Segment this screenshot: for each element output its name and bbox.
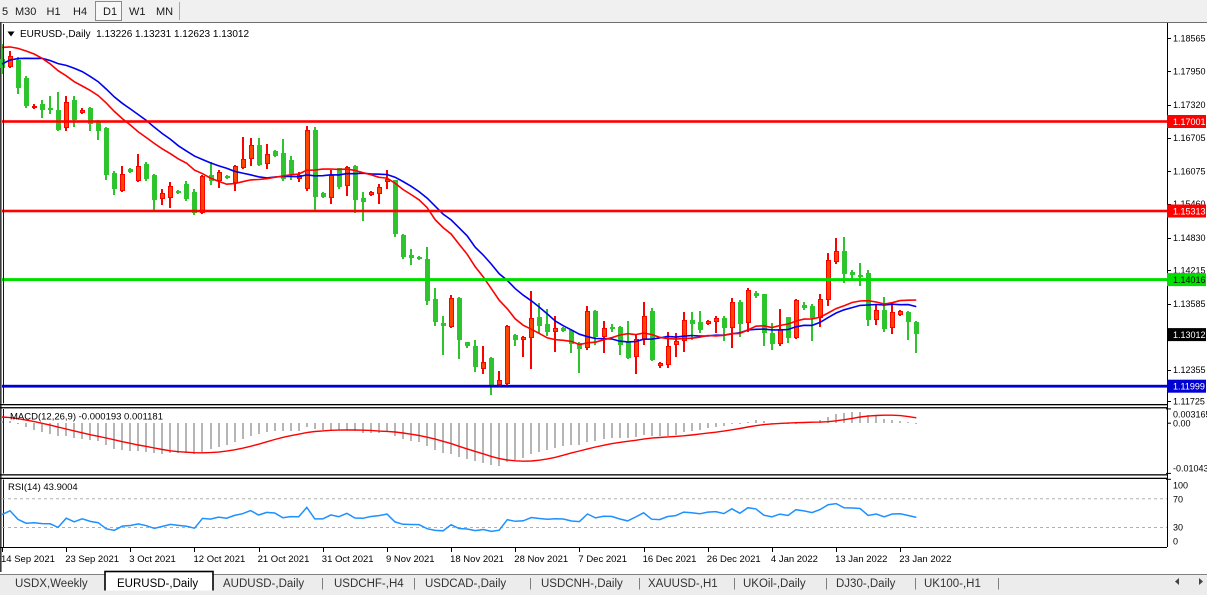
svg-text:1.14215: 1.14215 [1173, 266, 1206, 276]
svg-text:|: | [321, 578, 324, 590]
svg-text:1.11999: 1.11999 [1173, 382, 1205, 392]
svg-text:USDX,Weekly: USDX,Weekly [15, 578, 88, 590]
svg-text:5: 5 [2, 6, 8, 18]
svg-text:1.17320: 1.17320 [1173, 100, 1206, 110]
svg-text:-0.01043: -0.01043 [1173, 464, 1207, 474]
svg-text:13 Jan 2022: 13 Jan 2022 [835, 554, 887, 565]
svg-text:31 Oct 2021: 31 Oct 2021 [322, 554, 374, 565]
svg-text:12 Oct 2021: 12 Oct 2021 [194, 554, 246, 565]
svg-text:|: | [914, 578, 917, 590]
svg-text:|: | [733, 578, 736, 590]
svg-text:1.18565: 1.18565 [1173, 34, 1206, 44]
svg-text:3 Oct 2021: 3 Oct 2021 [129, 554, 175, 565]
svg-text:16 Dec 2021: 16 Dec 2021 [643, 554, 697, 565]
svg-text:1.17001: 1.17001 [1173, 117, 1206, 127]
svg-text:D1: D1 [103, 6, 117, 18]
svg-text:XAUUSD-,H1: XAUUSD-,H1 [648, 578, 718, 590]
svg-text:H4: H4 [73, 6, 87, 18]
svg-text:1.15313: 1.15313 [1173, 206, 1206, 216]
svg-text:1.14830: 1.14830 [1173, 233, 1206, 243]
svg-text:AUDUSD-,Daily: AUDUSD-,Daily [223, 578, 304, 590]
svg-text:DJ30-,Daily: DJ30-,Daily [836, 578, 896, 590]
svg-text:1.12355: 1.12355 [1173, 365, 1206, 375]
svg-text:0: 0 [1173, 537, 1178, 547]
svg-text:UK100-,H1: UK100-,H1 [924, 578, 981, 590]
svg-text:1.16075: 1.16075 [1173, 166, 1206, 176]
svg-text:EURUSD-,Daily: EURUSD-,Daily [117, 578, 198, 590]
svg-text:|: | [825, 578, 828, 590]
svg-text:26 Dec 2021: 26 Dec 2021 [707, 554, 761, 565]
svg-text:23 Jan 2022: 23 Jan 2022 [899, 554, 951, 565]
svg-text:M30: M30 [15, 6, 36, 18]
svg-text:|: | [413, 578, 416, 590]
svg-text:7 Dec 2021: 7 Dec 2021 [578, 554, 627, 565]
svg-text:1.11725: 1.11725 [1173, 397, 1205, 407]
svg-text:23 Sep 2021: 23 Sep 2021 [65, 554, 119, 565]
svg-text:14 Sep 2021: 14 Sep 2021 [1, 554, 55, 565]
svg-text:28 Nov 2021: 28 Nov 2021 [514, 554, 568, 565]
svg-text:1.16705: 1.16705 [1173, 133, 1206, 143]
svg-text:0.00: 0.00 [1173, 418, 1191, 428]
svg-text:RSI(14) 43.9004: RSI(14) 43.9004 [8, 482, 78, 493]
svg-text:|: | [529, 578, 532, 590]
svg-text:USDCHF-,H4: USDCHF-,H4 [334, 578, 404, 590]
svg-text:|: | [997, 578, 1000, 590]
svg-text:0.003165: 0.003165 [1173, 410, 1207, 420]
svg-text:MACD(12,26,9) -0.000193 0.0011: MACD(12,26,9) -0.000193 0.001181 [10, 412, 163, 423]
svg-text:9 Nov 2021: 9 Nov 2021 [386, 554, 435, 565]
svg-text:USDCAD-,Daily: USDCAD-,Daily [425, 578, 506, 590]
svg-text:EURUSD-,Daily 1.13226 1.13231: EURUSD-,Daily 1.13226 1.13231 1.12623 1.… [20, 29, 249, 40]
svg-text:1.13012: 1.13012 [1173, 330, 1206, 340]
svg-text:W1: W1 [129, 6, 146, 18]
svg-text:1.15460: 1.15460 [1173, 199, 1206, 209]
svg-text:|: | [638, 578, 641, 590]
svg-text:100: 100 [1173, 480, 1188, 490]
svg-text:1.17950: 1.17950 [1173, 66, 1206, 76]
svg-text:1.13585: 1.13585 [1173, 299, 1206, 309]
svg-text:H1: H1 [47, 6, 61, 18]
svg-text:70: 70 [1173, 495, 1183, 505]
svg-text:UKOil-,Daily: UKOil-,Daily [743, 578, 806, 590]
svg-text:1.14016: 1.14016 [1173, 275, 1206, 285]
svg-text:USDCNH-,Daily: USDCNH-,Daily [541, 578, 623, 590]
svg-text:4 Jan 2022: 4 Jan 2022 [771, 554, 818, 565]
svg-text:21 Oct 2021: 21 Oct 2021 [258, 554, 310, 565]
svg-text:30: 30 [1173, 523, 1183, 533]
svg-text:18 Nov 2021: 18 Nov 2021 [450, 554, 504, 565]
svg-text:MN: MN [156, 6, 173, 18]
